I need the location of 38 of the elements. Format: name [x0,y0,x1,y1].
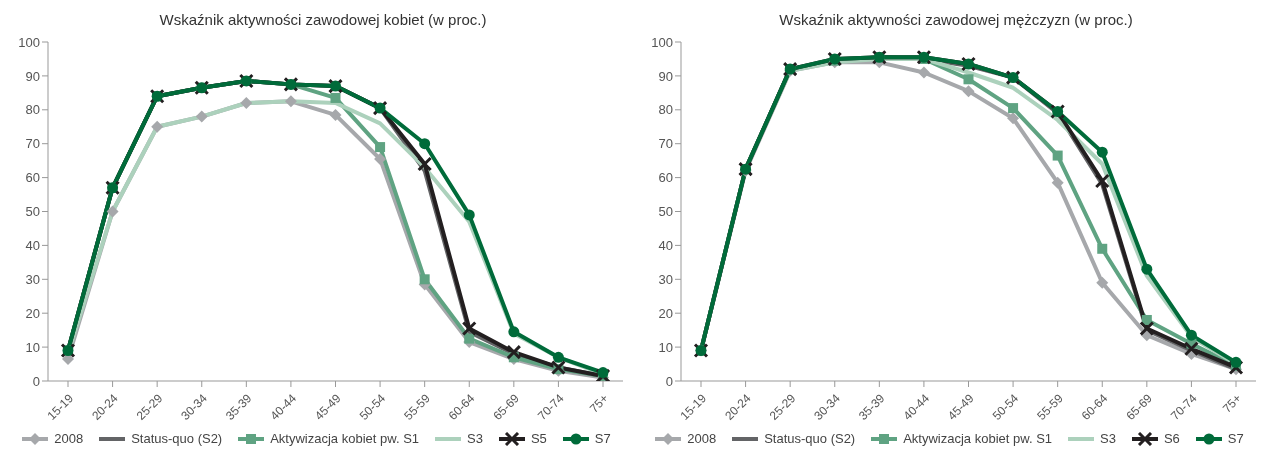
y-tick-label: 10 [658,339,673,355]
y-tick-label: 80 [25,102,40,118]
y-tick-label: 70 [25,136,40,152]
chart-title: Wskaźnik aktywności zawodowej mężczyzn (w proc.) [778,10,1134,30]
y-tick-label: 60 [658,170,673,186]
x-tick-label: 75+ [586,391,612,416]
y-tick-label: 20 [25,305,40,321]
legend-label: Status-quo (S2) [764,431,856,446]
y-tick-label: 80 [658,102,673,118]
y-tick-label: 40 [658,238,673,254]
y-tick-label: 30 [25,271,40,287]
y-tick-label: 0 [665,373,673,389]
chart-title: Wskaźnik aktywności zawodowej kobiet (w proc.) [158,10,488,30]
y-tick-label: 40 [25,238,40,254]
legend-label: S6 [1163,431,1180,446]
y-tick-label: 100 [18,34,40,50]
legend-label: S5 [530,431,547,446]
legend-label: S3 [467,431,483,446]
legend-label: S7 [1227,431,1244,446]
y-tick-label: 50 [658,204,673,220]
y-tick-label: 30 [658,271,673,287]
y-tick-label: 90 [25,68,40,84]
y-tick-label: 70 [658,136,673,152]
y-tick-label: 100 [651,34,673,50]
y-tick-label: 60 [25,170,40,186]
legend-label: Status-quo (S2) [131,431,223,446]
x-tick-label: 75+ [1219,391,1245,416]
y-tick-label: 50 [25,204,40,220]
legend-label: 2008 [54,431,84,446]
legend-label: Aktywizacja kobiet pw. S1 [270,431,420,446]
legend-label: S7 [594,431,611,446]
y-tick-label: 10 [25,339,40,355]
legend-label: Aktywizacja kobiet pw. S1 [903,431,1053,446]
y-tick-label: 20 [658,305,673,321]
y-tick-label: 0 [32,373,40,389]
legend-label: S3 [1100,431,1116,446]
y-tick-label: 90 [658,68,673,84]
legend-label: 2008 [687,431,717,446]
